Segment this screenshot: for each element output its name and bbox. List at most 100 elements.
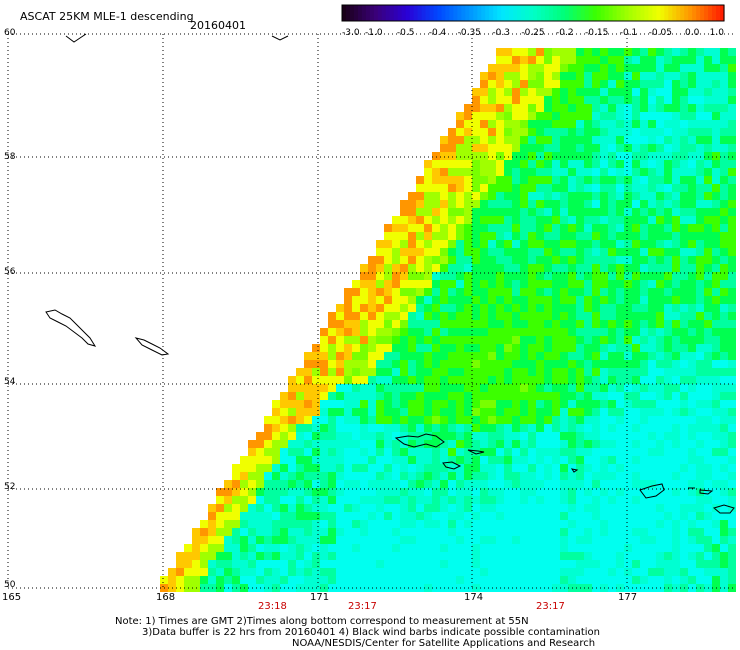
- data-cell: [520, 232, 528, 240]
- data-cell: [496, 392, 504, 400]
- data-cell: [520, 264, 528, 272]
- data-cell: [424, 248, 432, 256]
- data-cell: [448, 200, 456, 208]
- data-cell: [704, 416, 712, 424]
- data-cell: [392, 216, 400, 224]
- data-cell: [456, 448, 464, 456]
- data-cell: [584, 72, 592, 80]
- data-cell: [416, 448, 424, 456]
- data-cell: [720, 344, 728, 352]
- data-cell: [544, 224, 552, 232]
- data-cell: [304, 456, 312, 464]
- data-cell: [448, 520, 456, 528]
- data-cell: [592, 408, 600, 416]
- data-cell: [512, 184, 520, 192]
- data-cell: [576, 552, 584, 560]
- data-cell: [576, 424, 584, 432]
- data-cell: [648, 320, 656, 328]
- data-cell: [600, 456, 608, 464]
- data-cell: [384, 272, 392, 280]
- data-cell: [400, 424, 408, 432]
- data-cell: [456, 496, 464, 504]
- data-cell: [160, 576, 168, 584]
- data-cell: [720, 360, 728, 368]
- data-cell: [368, 504, 376, 512]
- data-cell: [544, 136, 552, 144]
- data-cell: [536, 248, 544, 256]
- data-cell: [288, 408, 296, 416]
- colorbar-swatch: [668, 5, 673, 21]
- data-cell: [600, 216, 608, 224]
- data-cell: [488, 104, 496, 112]
- data-cell: [576, 248, 584, 256]
- data-cell: [608, 232, 616, 240]
- data-cell: [400, 224, 408, 232]
- data-cell: [528, 288, 536, 296]
- data-cell: [592, 568, 600, 576]
- data-cell: [696, 136, 704, 144]
- data-cell: [448, 152, 456, 160]
- data-cell: [512, 520, 520, 528]
- data-cell: [400, 488, 408, 496]
- data-cell: [704, 176, 712, 184]
- data-cell: [552, 392, 560, 400]
- data-cell: [648, 256, 656, 264]
- data-cell: [656, 160, 664, 168]
- data-cell: [504, 456, 512, 464]
- data-cell: [664, 192, 672, 200]
- data-cell: [720, 376, 728, 384]
- data-cell: [320, 424, 328, 432]
- colorbar-swatch: [592, 5, 598, 21]
- data-cell: [544, 488, 552, 496]
- colorbar-swatch: [533, 5, 538, 21]
- data-cell: [656, 392, 664, 400]
- data-cell: [528, 152, 536, 160]
- data-cell: [592, 344, 600, 352]
- data-cell: [728, 72, 736, 80]
- data-cell: [616, 432, 624, 440]
- data-cell: [640, 464, 648, 472]
- data-cell: [520, 416, 528, 424]
- data-cell: [528, 280, 536, 288]
- data-cell: [688, 496, 696, 504]
- data-cell: [728, 488, 736, 496]
- data-cell: [536, 232, 544, 240]
- data-cell: [472, 536, 480, 544]
- data-cell: [576, 256, 584, 264]
- data-cell: [264, 520, 272, 528]
- data-cell: [560, 376, 568, 384]
- data-cell: [688, 168, 696, 176]
- data-cell: [200, 560, 208, 568]
- data-cell: [296, 432, 304, 440]
- data-cell: [568, 576, 576, 584]
- data-cell: [640, 256, 648, 264]
- data-cell: [568, 256, 576, 264]
- data-cell: [424, 184, 432, 192]
- data-cell: [680, 352, 688, 360]
- data-cell: [400, 272, 408, 280]
- data-cell: [528, 472, 536, 480]
- data-cell: [672, 448, 680, 456]
- data-cell: [672, 536, 680, 544]
- data-cell: [320, 576, 328, 584]
- data-cell: [544, 264, 552, 272]
- data-cell: [480, 224, 488, 232]
- data-cell: [624, 432, 632, 440]
- data-cell: [384, 440, 392, 448]
- data-cell: [456, 456, 464, 464]
- colorbar-swatch: [536, 5, 542, 21]
- data-cell: [560, 256, 568, 264]
- data-cell: [592, 216, 600, 224]
- data-cell: [544, 344, 552, 352]
- data-cell: [592, 208, 600, 216]
- data-cell: [456, 136, 464, 144]
- data-cell: [552, 504, 560, 512]
- data-cell: [280, 432, 288, 440]
- data-cell: [576, 472, 584, 480]
- data-cell: [680, 72, 688, 80]
- colorbar-swatch: [712, 5, 717, 21]
- data-cell: [664, 264, 672, 272]
- data-cell: [384, 504, 392, 512]
- data-cell: [264, 456, 272, 464]
- data-cell: [464, 184, 472, 192]
